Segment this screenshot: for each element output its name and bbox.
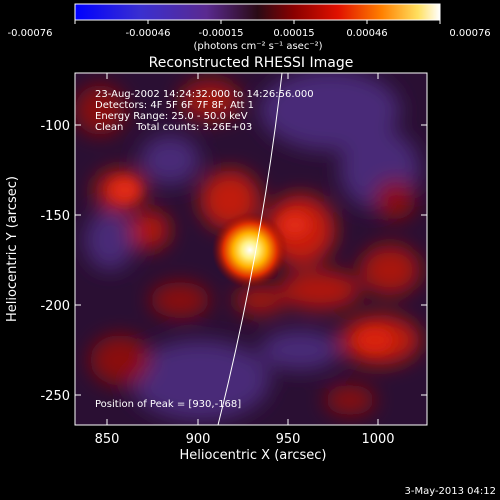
x-tick-label: 1000: [361, 432, 394, 447]
info-time-range: 23-Aug-2002 14:24:32.000 to 14:26:56.000: [95, 89, 314, 100]
colorbar-tick-label: -0.00046: [126, 28, 171, 39]
info-energy-range: Energy Range: 25.0 - 50.0 keV: [95, 111, 248, 122]
y-tick-label: -250: [40, 389, 70, 404]
colorbar-units: (photons cm⁻² s⁻¹ asec⁻²): [193, 41, 322, 52]
y-tick-label: -200: [40, 299, 70, 314]
colorbar: [74, 3, 441, 21]
footer-date: 3-May-2013 04:12: [404, 486, 496, 497]
colorbar-tick-label: -0.00076: [8, 28, 53, 39]
y-tick-label: -100: [40, 119, 70, 134]
x-axis-label: Heliocentric X (arcsec): [180, 448, 327, 463]
peak-source: [212, 212, 288, 288]
info-detectors: Detectors: 4F 5F 6F 7F 8F, Att 1: [95, 100, 254, 111]
x-tick-label: 950: [276, 432, 301, 447]
plot-frame: [74, 72, 428, 426]
x-tick-label: 900: [186, 432, 211, 447]
colorbar-tick-label: 0.00046: [346, 28, 387, 39]
x-axis-ticks: [106, 73, 379, 425]
plot-title: Reconstructed RHESSI Image: [149, 55, 354, 71]
y-axis-label: Heliocentric Y (arcsec): [5, 176, 20, 322]
colorbar-tick-label: 0.00076: [449, 28, 490, 39]
rhessi-image: [75, 73, 427, 425]
y-axis-ticks: [75, 124, 427, 396]
info-clean-counts: Clean Total counts: 3.26E+03: [95, 122, 252, 133]
info-peak-position: Position of Peak = [930,-168]: [95, 399, 241, 410]
y-tick-label: -150: [40, 209, 70, 224]
colorbar-tick-label: 0.00015: [273, 28, 314, 39]
solar-limb: [217, 73, 283, 425]
colorbar-ticks: [74, 20, 441, 24]
x-tick-label: 850: [95, 432, 120, 447]
colorbar-tick-label: -0.00015: [199, 28, 244, 39]
